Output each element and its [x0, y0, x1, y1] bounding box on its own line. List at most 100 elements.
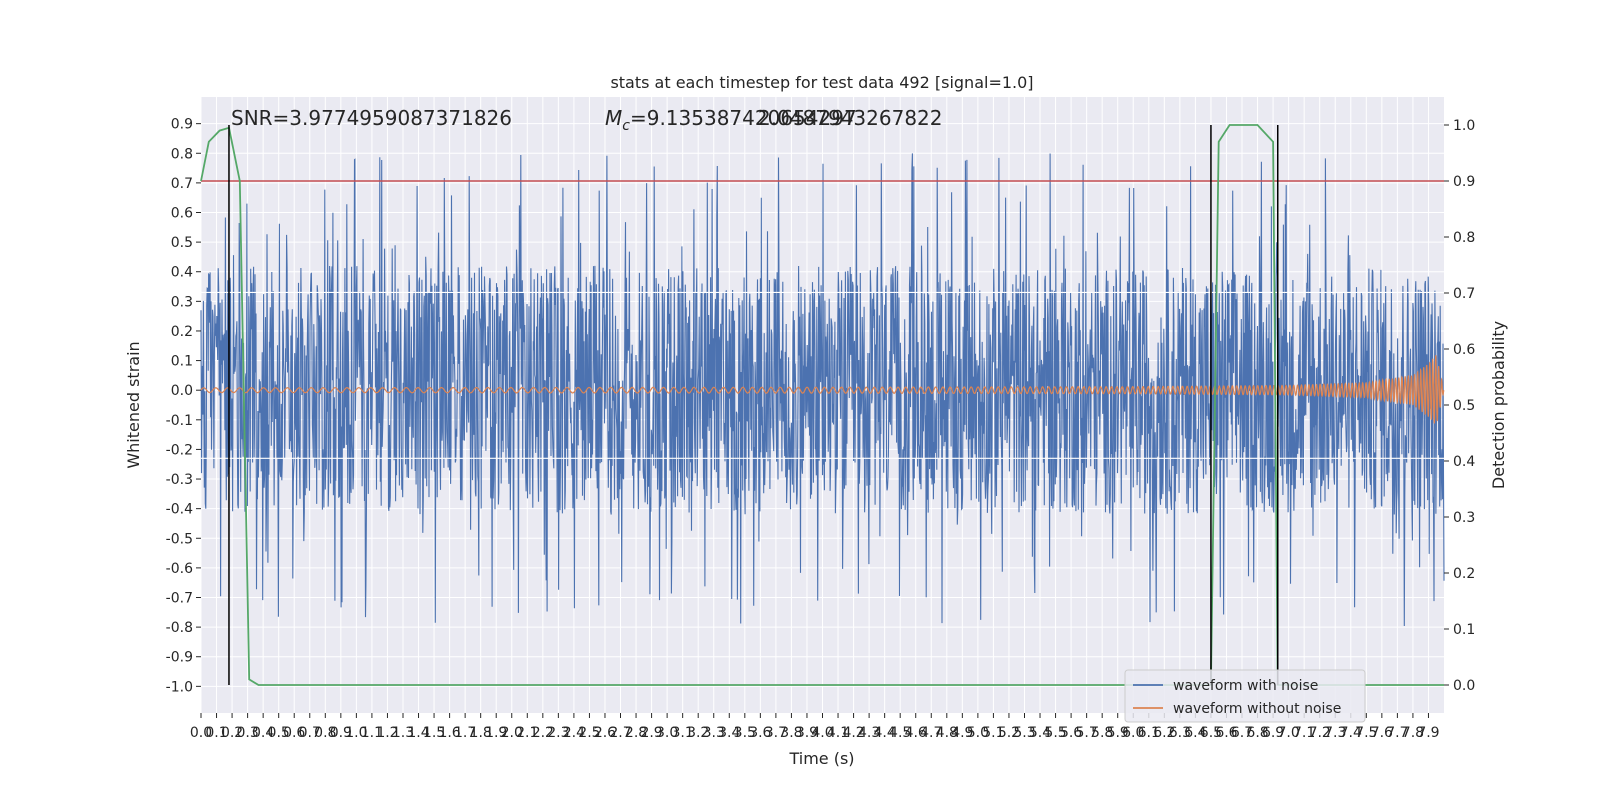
y-tick-label: 0.1	[171, 354, 193, 370]
x-tick-label: 5.7	[1076, 725, 1098, 741]
x-tick-label: 2.7	[609, 725, 631, 741]
x-tick-label: 5.1	[982, 725, 1004, 741]
x-tick-label: 0.7	[299, 725, 321, 741]
x-tick-label: 6.1	[1138, 725, 1160, 741]
y-axis-label: Whitened strain	[124, 341, 143, 468]
y-tick-label-right: 0.8	[1453, 230, 1475, 246]
x-tick-label: 0.0	[190, 725, 212, 741]
x-tick-label: 4.2	[842, 725, 864, 741]
x-tick-label: 1.7	[454, 725, 476, 741]
x-tick-label: 2.3	[547, 725, 569, 741]
x-tick-label: 4.6	[905, 725, 927, 741]
x-tick-label: 3.6	[749, 725, 771, 741]
x-tick-label: 5.4	[1029, 725, 1051, 741]
x-tick-label: 6.9	[1262, 725, 1284, 741]
x-tick-label: 0.9	[330, 725, 352, 741]
x-tick-label: 4.0	[811, 725, 833, 741]
y-tick-label: 0.5	[171, 235, 193, 251]
x-tick-label: 5.5	[1044, 725, 1066, 741]
x-tick-label: 5.6	[1060, 725, 1082, 741]
x-tick-label: 3.8	[780, 725, 802, 741]
x-tick-label: 5.3	[1013, 725, 1035, 741]
y-tick-label: -0.3	[166, 472, 193, 488]
y-tick-label: 0.7	[171, 176, 193, 192]
y-tick-label-right: 0.6	[1453, 342, 1475, 358]
y-axis-label-right: Detection probability	[1489, 321, 1508, 489]
x-tick-label: 3.2	[687, 725, 709, 741]
x-tick-label: 6.6	[1215, 725, 1237, 741]
y-tick-label: -0.2	[166, 442, 193, 458]
x-tick-label: 7.5	[1355, 725, 1377, 741]
x-tick-label: 1.6	[438, 725, 460, 741]
legend-label-noise: waveform with noise	[1173, 678, 1318, 694]
x-tick-label: 2.0	[501, 725, 523, 741]
y-tick-label-right: 0.5	[1453, 398, 1475, 414]
y-tick-label: -0.1	[166, 413, 193, 429]
x-tick-label: 2.6	[594, 725, 616, 741]
x-tick-label: 2.8	[625, 725, 647, 741]
x-tick-label: 3.5	[734, 725, 756, 741]
x-tick-label: 5.8	[1091, 725, 1113, 741]
x-tick-label: 0.3	[236, 725, 258, 741]
y-tick-label-right: 0.3	[1453, 510, 1475, 526]
x-tick-label: 6.7	[1231, 725, 1253, 741]
y-tick-label: -0.5	[166, 531, 193, 547]
x-tick-label: 3.7	[765, 725, 787, 741]
x-tick-label: 1.8	[470, 725, 492, 741]
clean-waveform-line	[200, 355, 1445, 424]
x-tick-label: 5.9	[1107, 725, 1129, 741]
chirp-mass-subscript: c	[622, 118, 630, 134]
y-tick-label: -0.8	[166, 620, 193, 636]
y-tick-label: -0.4	[166, 502, 193, 518]
x-tick-label: 5.0	[967, 725, 989, 741]
x-tick-label: 0.4	[252, 725, 274, 741]
x-tick-label: 7.1	[1293, 725, 1315, 741]
x-tick-label: 0.6	[283, 725, 305, 741]
x-tick-label: 3.1	[672, 725, 694, 741]
chirp-mass-symbol: M	[605, 106, 622, 130]
x-tick-label: 3.9	[796, 725, 818, 741]
chirp-mass-annotation: Mc=9.135387420654297	[605, 106, 857, 134]
x-tick-label: 1.5	[423, 725, 445, 741]
x-tick-label: 7.3	[1324, 725, 1346, 741]
x-tick-label: 0.1	[205, 725, 227, 741]
x-tick-label: 4.5	[889, 725, 911, 741]
x-tick-label: 1.4	[407, 725, 429, 741]
x-tick-label: 7.0	[1277, 725, 1299, 741]
y-tick-label-right: 0.4	[1453, 454, 1475, 470]
y-tick-label: -0.7	[166, 591, 193, 607]
x-tick-label: 2.4	[563, 725, 585, 741]
x-tick-label: 7.2	[1309, 725, 1331, 741]
snr-annotation: SNR=3.9774959087371826	[231, 106, 512, 130]
y-tick-label-right: 0.7	[1453, 286, 1475, 302]
y-tick-label-right: 0.2	[1453, 566, 1475, 582]
y-tick-label: 0.8	[171, 146, 193, 162]
y-tick-label: -1.0	[166, 679, 193, 695]
x-tick-label: 6.4	[1184, 725, 1206, 741]
chart-title: stats at each timestep for test data 492…	[610, 73, 1033, 92]
x-tick-label: 1.0	[345, 725, 367, 741]
y-tick-label-right: 1.0	[1453, 118, 1475, 134]
y-tick-label: 0.2	[171, 324, 193, 340]
y-tick-label: -0.6	[166, 561, 193, 577]
x-tick-label: 6.3	[1169, 725, 1191, 741]
y-ticks-left: -1.0 -0.9 -0.8 -0.7 -0.6 -0.5 -0.4 -0.3 -0.2 -0.1…	[166, 117, 201, 695]
x-tick-label: 7.8	[1402, 725, 1424, 741]
x-tick-label: 2.5	[578, 725, 600, 741]
x-tick-label: 2.1	[516, 725, 538, 741]
x-tick-label: 2.9	[640, 725, 662, 741]
x-tick-label: 6.5	[1200, 725, 1222, 741]
x-tick-label: 6.0	[1122, 725, 1144, 741]
x-tick-label: 5.2	[998, 725, 1020, 741]
y-tick-label: 0.3	[171, 294, 193, 310]
y-tick-label-right: 0.9	[1453, 174, 1475, 190]
x-tick-label: 2.2	[532, 725, 554, 741]
x-tick-label: 7.6	[1371, 725, 1393, 741]
x-tick-label: 7.7	[1386, 725, 1408, 741]
x-ticks: 0.00.10.20.30.40.50.60.70.80.91.01.11.21…	[190, 713, 1440, 741]
x-tick-label: 3.4	[718, 725, 740, 741]
x-tick-label: 4.1	[827, 725, 849, 741]
x-tick-label: 3.0	[656, 725, 678, 741]
y-tick-label: -0.9	[166, 650, 193, 666]
x-tick-label: 4.4	[874, 725, 896, 741]
